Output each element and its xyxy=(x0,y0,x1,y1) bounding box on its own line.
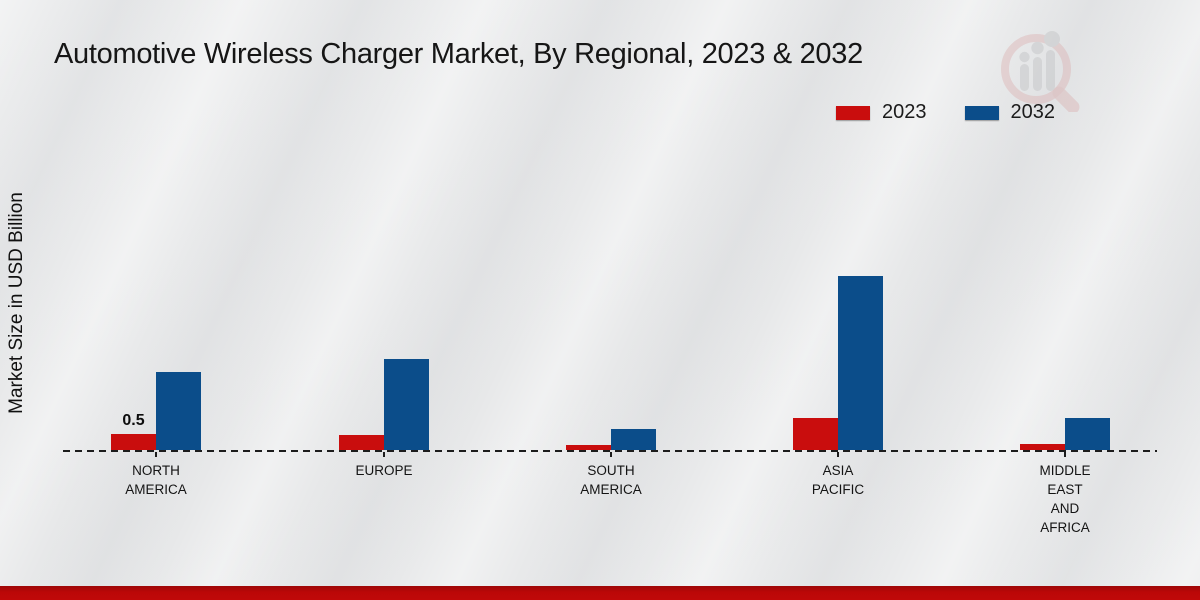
legend-item-2023: 2023 xyxy=(836,101,927,124)
legend-item-2032: 2032 xyxy=(964,101,1056,124)
bar-2023-asia-pacific xyxy=(793,417,838,450)
legend-swatch-2032 xyxy=(964,105,999,120)
bar-2023-middle-east-and-africa xyxy=(1020,443,1065,450)
x-axis-dashed-baseline xyxy=(63,450,1157,452)
bar-2032-south-america xyxy=(611,428,656,450)
x-tick-asia-pacific xyxy=(837,452,839,457)
chart-title: Automotive Wireless Charger Market, By R… xyxy=(54,38,863,70)
category-label-middle-east-and-africa: MIDDLE EAST AND AFRICA xyxy=(1039,463,1091,535)
legend-swatch-2023 xyxy=(836,105,870,120)
category-label-south-america: SOUTH AMERICA xyxy=(580,463,642,497)
footer-red-strip xyxy=(0,586,1200,600)
legend-label-2032: 2032 xyxy=(1010,101,1056,123)
bar-2023-south-america xyxy=(566,445,611,450)
x-tick-north-america xyxy=(155,452,157,457)
bar-2023-europe xyxy=(339,435,384,450)
bar-2032-north-america xyxy=(156,372,201,450)
bar-2032-europe xyxy=(384,359,429,450)
category-label-north-america: NORTH AMERICA xyxy=(125,463,187,497)
bar-value-label-2023-north-america: 0.5 xyxy=(122,411,145,429)
bar-2032-asia-pacific xyxy=(838,276,883,450)
x-tick-europe xyxy=(383,452,385,457)
bar-2032-middle-east-and-africa xyxy=(1065,417,1110,450)
x-tick-south-america xyxy=(610,452,612,457)
legend-label-2023: 2023 xyxy=(882,101,927,123)
x-tick-middle-east-and-africa xyxy=(1064,452,1066,457)
category-label-asia-pacific: ASIA PACIFIC xyxy=(811,463,865,497)
category-label-europe: EUROPE xyxy=(355,463,413,478)
watermark-magnifier-logo xyxy=(1001,31,1080,112)
legend: 2023 2032 xyxy=(836,101,1055,124)
bar-2023-north-america xyxy=(111,433,156,450)
